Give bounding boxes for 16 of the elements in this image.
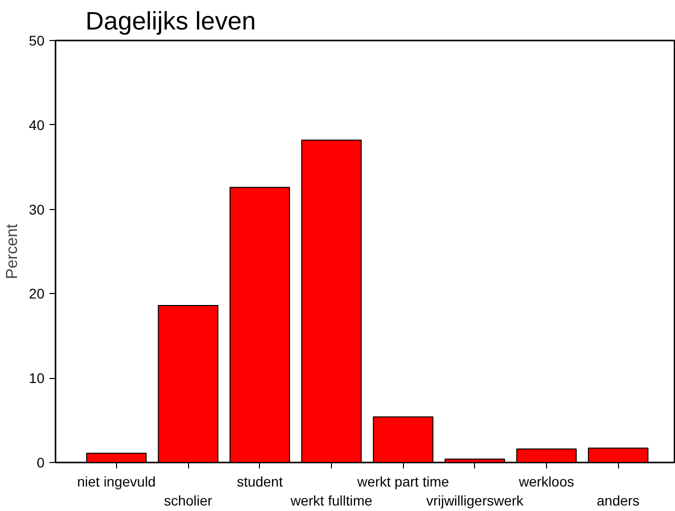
y-axis-title: Percent — [4, 223, 21, 280]
x-tick-label: student — [236, 474, 283, 490]
chart-title: Dagelijks leven — [86, 8, 256, 36]
x-tick-label: anders — [596, 492, 640, 509]
y-tick-label: 10 — [28, 370, 45, 386]
y-tick-label: 40 — [28, 116, 45, 133]
y-tick-label: 30 — [28, 201, 45, 218]
x-tick-label: vrijwilligerswerk — [426, 492, 524, 509]
y-tick-label: 0 — [36, 454, 45, 470]
y-tick-label: 50 — [28, 32, 45, 48]
x-tick-label: niet ingevuld — [77, 474, 156, 490]
x-tick-label: scholier — [164, 492, 213, 509]
x-tick-label: werkt part time — [356, 474, 450, 490]
y-tick-label: 20 — [28, 286, 45, 302]
x-tick-label: werkt fulltime — [290, 492, 373, 509]
x-tick-label: werkloos — [518, 474, 574, 490]
